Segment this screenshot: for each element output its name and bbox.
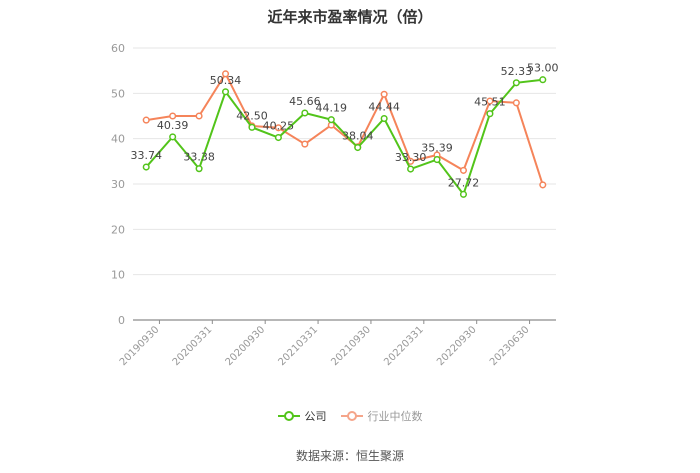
x-tick-label: 20200930 bbox=[224, 324, 268, 368]
x-tick-label: 20210331 bbox=[276, 324, 320, 368]
data-label: 44.19 bbox=[316, 102, 348, 115]
data-point[interactable] bbox=[512, 79, 520, 87]
x-tick-label: 20200331 bbox=[171, 324, 215, 368]
data-point[interactable] bbox=[169, 112, 177, 120]
y-tick-label: 20 bbox=[111, 223, 125, 236]
data-point[interactable] bbox=[539, 76, 547, 84]
y-tick-label: 0 bbox=[118, 314, 125, 327]
legend-line-marker-icon bbox=[340, 411, 363, 421]
data-point[interactable] bbox=[142, 116, 150, 124]
data-point[interactable] bbox=[248, 123, 256, 131]
data-point[interactable] bbox=[380, 90, 388, 98]
data-label: 27.72 bbox=[448, 176, 480, 189]
data-point[interactable] bbox=[539, 181, 547, 189]
data-point[interactable] bbox=[459, 190, 468, 198]
data-point[interactable] bbox=[169, 133, 177, 141]
data-label: 33.30 bbox=[395, 151, 427, 164]
legend-label-company: 公司 bbox=[304, 410, 327, 423]
data-point[interactable] bbox=[221, 70, 230, 78]
data-label: 35.39 bbox=[421, 142, 453, 155]
data-point[interactable] bbox=[459, 166, 468, 174]
data-label: 33.38 bbox=[183, 151, 215, 164]
data-label: 45.66 bbox=[289, 95, 321, 108]
legend: 公司 行业中位数 bbox=[0, 408, 700, 424]
data-point[interactable] bbox=[301, 140, 309, 148]
data-point[interactable] bbox=[486, 110, 494, 118]
y-tick-label: 50 bbox=[111, 87, 125, 100]
data-label: 53.00 bbox=[527, 62, 559, 75]
data-point[interactable] bbox=[433, 156, 441, 164]
data-label: 40.25 bbox=[263, 120, 295, 133]
data-point[interactable] bbox=[512, 99, 520, 107]
chart-title: 近年来市盈率情况（倍） bbox=[267, 8, 433, 26]
x-tick-label: 20220331 bbox=[382, 324, 426, 368]
data-label: 40.39 bbox=[157, 119, 189, 132]
data-label: 45.51 bbox=[474, 96, 506, 109]
data-label: 42.50 bbox=[236, 109, 268, 122]
legend-item-industry-median[interactable]: 行业中位数 bbox=[340, 408, 423, 424]
data-point[interactable] bbox=[407, 157, 415, 165]
data-label: 38.04 bbox=[342, 130, 374, 143]
data-point[interactable] bbox=[221, 88, 230, 96]
x-tick-label: 20210930 bbox=[329, 324, 373, 368]
data-source: 数据来源：恒生聚源 bbox=[295, 449, 404, 463]
y-tick-label: 10 bbox=[111, 269, 125, 282]
legend-label-industry-median: 行业中位数 bbox=[367, 410, 423, 423]
y-tick-label: 40 bbox=[111, 133, 125, 146]
x-tick-label: 20230630 bbox=[488, 324, 532, 368]
data-point[interactable] bbox=[142, 163, 150, 171]
data-point[interactable] bbox=[486, 97, 494, 105]
data-point[interactable] bbox=[274, 133, 282, 142]
data-point[interactable] bbox=[327, 116, 335, 124]
data-label: 50.34 bbox=[210, 74, 242, 87]
data-point[interactable] bbox=[301, 109, 309, 117]
y-tick-label: 30 bbox=[111, 178, 125, 191]
series-line bbox=[145, 78, 543, 197]
legend-line-marker-icon bbox=[277, 411, 300, 421]
x-tick-label: 20190930 bbox=[118, 324, 162, 368]
legend-item-company[interactable]: 公司 bbox=[277, 408, 327, 424]
data-point[interactable] bbox=[380, 114, 388, 123]
y-tick-label: 60 bbox=[111, 42, 125, 55]
data-point[interactable] bbox=[354, 144, 362, 152]
data-point[interactable] bbox=[195, 165, 203, 173]
x-tick-label: 20220930 bbox=[435, 324, 479, 368]
data-label: 44.44 bbox=[368, 101, 400, 114]
data-label: 52.33 bbox=[501, 65, 533, 78]
data-point[interactable] bbox=[407, 165, 415, 173]
data-point[interactable] bbox=[195, 112, 203, 120]
data-point[interactable] bbox=[274, 124, 282, 132]
data-label: 33.74 bbox=[130, 149, 162, 162]
series-line bbox=[146, 71, 544, 186]
